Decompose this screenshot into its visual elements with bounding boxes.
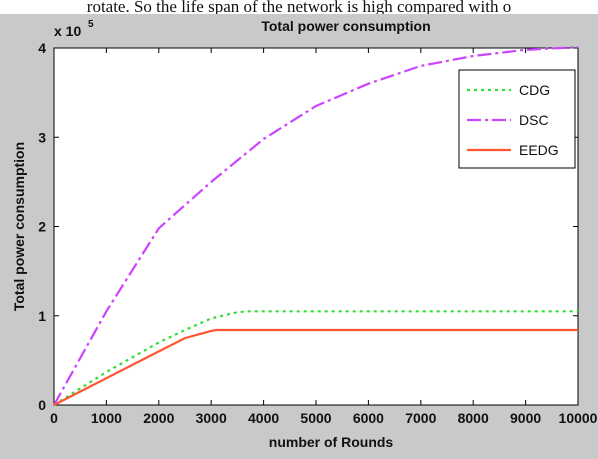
- x-tick-label: 0: [50, 410, 58, 426]
- y-tick-label: 2: [38, 219, 46, 235]
- series-line-cdg: [53, 310, 578, 406]
- legend-label-cdg: CDG: [519, 82, 550, 98]
- legend: CDG DSC EEDG: [458, 69, 576, 169]
- y-tick-label: 4: [38, 40, 46, 56]
- x-tick-label: 3000: [196, 410, 227, 426]
- chart-title: Total power consumption: [261, 18, 430, 34]
- x-tick-label: 4000: [248, 410, 279, 426]
- x-tick-label: 7000: [405, 410, 436, 426]
- figure-frame: 0 1000 2000 3000 4000 5000 6000 7000 8000 9000 100…: [0, 14, 598, 459]
- y-tick-label: 3: [38, 129, 46, 145]
- series-line-dsc: [53, 46, 579, 406]
- x-tick-label: 10000: [559, 410, 598, 426]
- x-tick-label: 9000: [510, 410, 541, 426]
- y-axis-exponent: x 10: [54, 23, 81, 39]
- y-tick-label: 1: [38, 308, 46, 324]
- page-caption-text: rotate. So the life span of the network …: [0, 0, 598, 14]
- y-axis-exponent-power: 5: [88, 19, 94, 30]
- x-tick-label: 6000: [353, 410, 384, 426]
- x-tick-label: 2000: [143, 410, 174, 426]
- x-tick-label: 5000: [300, 410, 331, 426]
- legend-label-eedg: EEDG: [519, 142, 559, 158]
- y-axis-label: Total power consumption: [11, 142, 27, 311]
- series-line-eedg: [53, 328, 578, 406]
- x-axis-label: number of Rounds: [269, 434, 394, 450]
- y-tick-label: 0: [38, 397, 46, 413]
- power-consumption-chart: 0 1000 2000 3000 4000 5000 6000 7000 8000 9000 100…: [11, 18, 598, 450]
- legend-label-dsc: DSC: [519, 112, 549, 128]
- x-tick-label: 1000: [91, 410, 122, 426]
- x-tick-label: 8000: [458, 410, 489, 426]
